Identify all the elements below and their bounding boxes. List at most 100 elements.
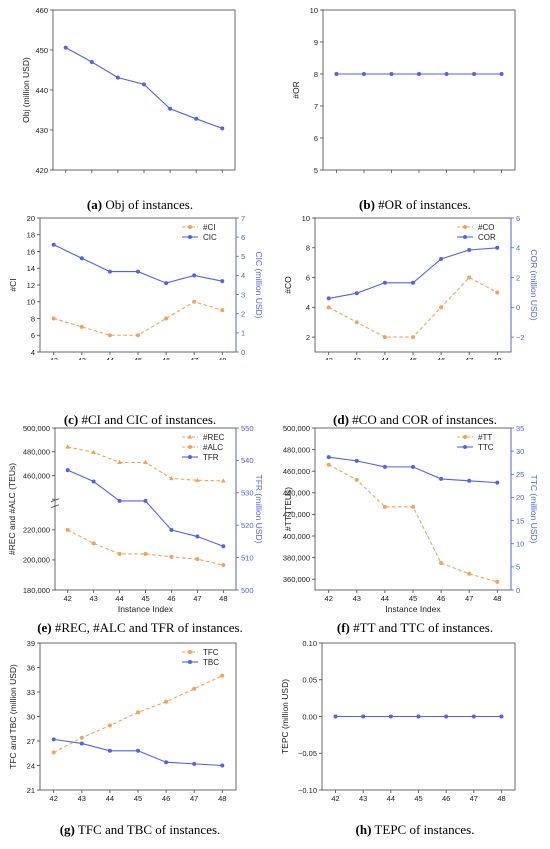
chart-c: 4681012141618200123456742434445464748#CI…	[8, 214, 264, 360]
data-point	[136, 710, 140, 715]
data-point	[107, 269, 112, 274]
x-tick-label: 43	[78, 356, 86, 360]
legend-marker	[187, 434, 193, 439]
data-point	[107, 333, 112, 338]
y-tick-label: 20	[27, 214, 35, 223]
chart-h: −0.10 −0.05 0.00 0.05 0.10 42 43 44 45 46 47 48 TEPC…	[280, 639, 516, 803]
y-right-tick-label: 510	[241, 553, 254, 562]
caption-h: (h) TEPC of instances.	[280, 822, 550, 838]
x-tick-label: 48	[218, 356, 226, 360]
data-point	[192, 686, 197, 691]
y-tick-label: 500,000	[283, 424, 310, 433]
y-right-axis-label: CIC (million USD)	[254, 251, 264, 318]
y-tick-label: 4	[306, 303, 310, 312]
x-tick-label: 43	[360, 174, 368, 175]
legend-marker	[463, 225, 467, 229]
data-point	[361, 72, 366, 76]
x-tick-label: 42	[62, 174, 70, 175]
data-point	[411, 504, 415, 509]
x-tick-label: 45	[134, 794, 142, 803]
chart-e: 460,000 480,000 500,000 180,000 200,000 220,0…	[7, 424, 264, 614]
data-point	[194, 477, 200, 482]
x-tick-label: 44	[106, 356, 114, 360]
y-tick-label: 420	[35, 166, 48, 175]
data-point	[91, 449, 97, 454]
series-markers	[63, 45, 225, 131]
data-point	[220, 126, 225, 131]
y-right-tick-label: 540	[241, 456, 254, 465]
y-tick-label: 460,000	[283, 467, 310, 476]
x-tick-label: 47	[470, 174, 478, 175]
data-point	[388, 714, 393, 719]
data-point	[164, 699, 169, 704]
legend-marker	[463, 435, 467, 439]
series-markers	[51, 299, 225, 338]
chart-a: 42043044045046042434445464748Instance In…	[21, 6, 236, 175]
data-point	[354, 291, 359, 296]
y-tick-label: 500,000	[23, 424, 50, 433]
data-point	[495, 579, 500, 584]
data-point	[495, 480, 500, 485]
data-point	[416, 714, 421, 719]
x-tick-label: 45	[414, 794, 422, 803]
y-tick-label: 4	[31, 348, 35, 357]
x-tick-label: 46	[442, 794, 450, 803]
x-tick-label: 48	[493, 594, 501, 603]
series-line-#CI	[53, 301, 223, 336]
y-tick-label: −0.10	[298, 786, 317, 795]
series-line-s0	[65, 47, 223, 129]
series-line-CIC	[53, 244, 223, 284]
series-markers	[51, 737, 225, 768]
y-tick-label: 24	[27, 761, 35, 770]
data-point	[411, 464, 415, 469]
y-right-tick-label: 7	[241, 214, 245, 223]
y-right-tick-label: 6	[516, 214, 520, 223]
y-right-tick-label: 2	[241, 310, 245, 319]
data-point	[333, 714, 338, 719]
data-point	[334, 72, 339, 76]
y-tick-label: 480,000	[283, 445, 310, 454]
caption-text: TEPC of instances.	[371, 822, 475, 837]
y-axis-label: Obj (million USD)	[21, 57, 31, 123]
data-point	[51, 750, 56, 755]
data-point	[169, 554, 174, 559]
data-point	[143, 498, 148, 503]
data-point	[361, 714, 366, 719]
data-point	[192, 761, 197, 766]
data-point	[65, 527, 70, 532]
y-tick-label: 460	[35, 6, 48, 15]
x-tick-label: 46	[166, 174, 174, 175]
x-tick-label: 48	[218, 794, 226, 803]
x-tick-label: 42	[325, 594, 333, 603]
y-tick-label: 6	[314, 134, 318, 143]
data-point	[444, 714, 449, 719]
data-point	[495, 245, 500, 250]
y-tick-label: 220,000	[23, 526, 50, 535]
y-axis-label: #TT (TEUs)	[283, 487, 293, 531]
data-point	[79, 256, 84, 261]
data-point	[472, 72, 477, 76]
data-point	[195, 557, 200, 562]
x-tick-label: 48	[219, 594, 227, 603]
y-right-tick-label: 10	[516, 540, 524, 549]
legend-label: TTC	[478, 443, 494, 452]
y-axis-label: TFC and TBC (million USD)	[8, 664, 18, 769]
legend-marker	[188, 225, 192, 229]
data-point	[89, 60, 94, 64]
data-point	[467, 275, 472, 280]
plot-frame	[52, 9, 236, 171]
data-point	[192, 299, 197, 304]
series-line-TTC	[328, 456, 498, 484]
y-tick-label: 200,000	[23, 556, 50, 565]
caption-text: #CO and COR of instances.	[348, 412, 497, 427]
data-point	[65, 444, 71, 449]
x-tick-label: 44	[387, 794, 395, 803]
data-point	[164, 760, 169, 765]
y-tick-label: 21	[27, 786, 35, 795]
y-axis-label: TEPC (million USD)	[280, 679, 290, 754]
y-axis-label: #CI	[8, 278, 18, 291]
data-point	[51, 737, 56, 742]
y-right-tick-label: 25	[516, 470, 524, 479]
